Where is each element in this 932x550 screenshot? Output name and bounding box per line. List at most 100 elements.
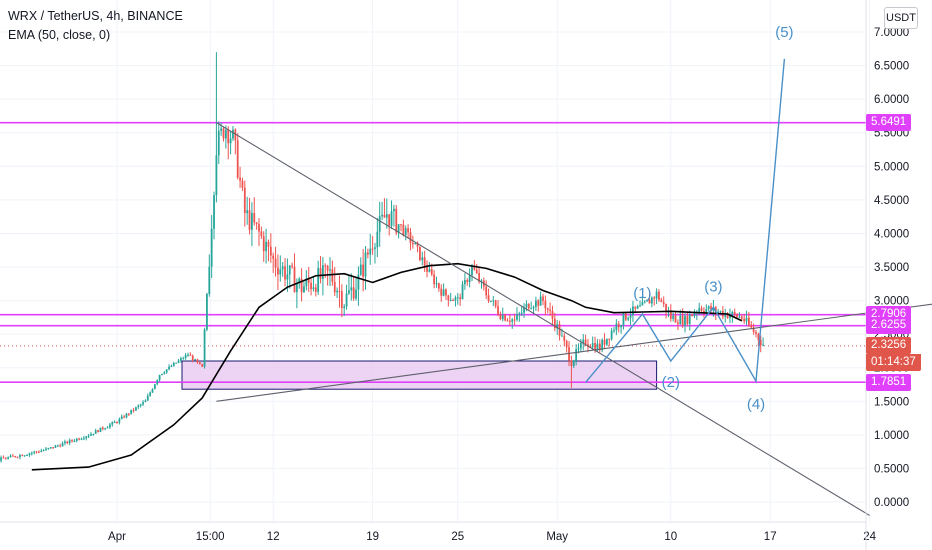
chart-grid bbox=[0, 0, 871, 522]
candle-body bbox=[90, 434, 92, 436]
indicator-title[interactable]: EMA (50, close, 0) bbox=[8, 28, 111, 42]
candle-body bbox=[92, 433, 95, 435]
candle-body bbox=[232, 129, 234, 139]
candle-body bbox=[113, 421, 116, 423]
candle-body bbox=[402, 224, 405, 235]
candle-body bbox=[705, 308, 708, 313]
candle-body bbox=[78, 438, 81, 440]
candle-body bbox=[755, 331, 757, 334]
candle-body bbox=[537, 300, 540, 306]
candle-body bbox=[478, 273, 480, 282]
candle-body bbox=[411, 242, 414, 245]
y-tick-label: 6.0000 bbox=[874, 94, 909, 106]
candle-body bbox=[738, 316, 741, 318]
candle-body bbox=[322, 265, 324, 279]
candle-body bbox=[310, 282, 312, 290]
candle-body bbox=[383, 214, 386, 218]
candle-body bbox=[137, 405, 140, 408]
candle-body bbox=[468, 275, 471, 283]
candle-body bbox=[430, 269, 433, 275]
candle-body bbox=[11, 455, 14, 457]
candle-body bbox=[390, 211, 393, 226]
support-zone-box bbox=[181, 360, 658, 390]
wave-label: (5) bbox=[775, 24, 793, 41]
candle-body bbox=[236, 140, 239, 178]
candle-body bbox=[710, 306, 712, 311]
candle-body bbox=[203, 329, 206, 367]
horizontal-levels bbox=[0, 121, 866, 383]
candle-body bbox=[435, 283, 438, 285]
candle-body bbox=[26, 454, 28, 456]
candle-body bbox=[601, 339, 604, 351]
candle-body bbox=[561, 335, 563, 337]
x-tick-label: 25 bbox=[451, 531, 464, 543]
candle-body bbox=[314, 287, 317, 292]
candle-body bbox=[82, 438, 85, 440]
candle-body bbox=[170, 366, 173, 368]
candle-body bbox=[172, 362, 175, 367]
current-price-tag: 2.3256 bbox=[866, 337, 912, 355]
candle-body bbox=[73, 440, 76, 442]
candle-body bbox=[719, 311, 722, 313]
candle-body bbox=[679, 315, 682, 325]
candle-body bbox=[125, 413, 128, 418]
candle-body bbox=[565, 340, 568, 348]
candle-body bbox=[594, 343, 596, 351]
candle-body bbox=[319, 268, 322, 279]
candle-body bbox=[99, 427, 102, 433]
candle-body bbox=[109, 424, 111, 428]
candle-body bbox=[544, 300, 547, 309]
candle-body bbox=[355, 289, 357, 299]
candle-body bbox=[345, 293, 348, 307]
candle-body bbox=[243, 187, 246, 214]
candle-body bbox=[513, 319, 516, 321]
candle-body bbox=[527, 303, 530, 309]
candle-body bbox=[736, 314, 738, 318]
candle-body bbox=[246, 210, 249, 214]
candle-body bbox=[9, 455, 12, 458]
candle-body bbox=[288, 265, 291, 275]
candle-body bbox=[168, 366, 170, 370]
candle-body bbox=[385, 214, 388, 218]
candle-body bbox=[731, 312, 734, 316]
candle-body bbox=[506, 320, 509, 322]
candle-body bbox=[213, 195, 215, 229]
candle-body bbox=[539, 296, 542, 306]
candle-body bbox=[691, 314, 693, 317]
candle-body bbox=[480, 280, 483, 282]
y-tick-label: 0.5000 bbox=[874, 463, 909, 475]
candle-body bbox=[658, 291, 660, 300]
candle-body bbox=[331, 269, 334, 282]
level-tag-2-6255: 2.6255 bbox=[866, 317, 912, 335]
candle-body bbox=[234, 129, 237, 141]
candle-body bbox=[104, 428, 107, 430]
candle-body bbox=[208, 266, 211, 294]
wave-label: (4) bbox=[747, 396, 765, 413]
candle-body bbox=[636, 306, 639, 309]
candle-body bbox=[428, 269, 431, 272]
candle-body bbox=[698, 308, 701, 312]
candle-body bbox=[750, 324, 753, 328]
candle-body bbox=[260, 231, 263, 237]
candle-body bbox=[224, 129, 227, 139]
candle-body bbox=[475, 269, 478, 274]
candle-body bbox=[665, 303, 667, 313]
x-tick-label: May bbox=[546, 531, 568, 543]
symbol-title[interactable]: WRX / TetherUS, 4h, BINANCE bbox=[8, 9, 183, 23]
candle-body bbox=[549, 309, 551, 312]
candle-body bbox=[16, 457, 19, 459]
candle-body bbox=[563, 335, 566, 341]
candle-body bbox=[404, 228, 407, 235]
candle-body bbox=[291, 265, 294, 267]
candle-body bbox=[440, 288, 443, 296]
currency-unit-button[interactable]: USDT bbox=[884, 7, 918, 29]
candle-body bbox=[759, 339, 762, 345]
candle-body bbox=[222, 128, 225, 139]
candle-body bbox=[525, 303, 528, 308]
candle-body bbox=[80, 438, 83, 440]
candle-body bbox=[293, 266, 296, 293]
candle-body bbox=[733, 312, 736, 315]
candle-body bbox=[717, 311, 720, 313]
